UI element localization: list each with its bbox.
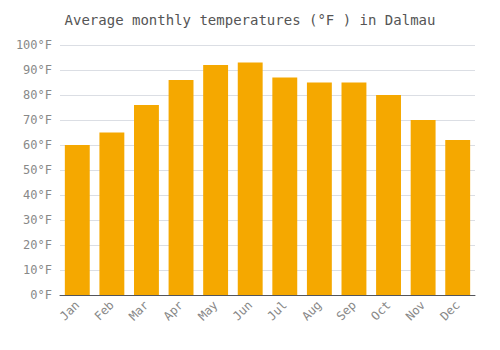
svg-text:100°F: 100°F [16,38,52,52]
svg-text:Jun: Jun [230,298,255,323]
svg-text:Mar: Mar [126,298,151,323]
svg-text:Aug: Aug [299,298,324,323]
svg-text:Dec: Dec [437,298,462,323]
svg-text:90°F: 90°F [23,63,52,77]
svg-text:Jul: Jul [265,298,290,323]
svg-text:20°F: 20°F [23,238,52,252]
svg-text:Apr: Apr [161,298,186,323]
svg-text:May: May [195,298,220,323]
svg-text:10°F: 10°F [23,263,52,277]
svg-text:30°F: 30°F [23,213,52,227]
svg-text:Oct: Oct [368,298,393,323]
svg-text:0°F: 0°F [30,288,52,302]
svg-text:Nov: Nov [403,298,428,323]
svg-text:40°F: 40°F [23,188,52,202]
svg-text:Sep: Sep [334,298,359,323]
svg-text:50°F: 50°F [23,163,52,177]
svg-text:Feb: Feb [92,298,117,323]
svg-text:Average monthly temperatures (: Average monthly temperatures (°F ) in Da… [65,12,436,28]
svg-text:Jan: Jan [57,298,82,323]
svg-text:80°F: 80°F [23,88,52,102]
svg-text:60°F: 60°F [23,138,52,152]
svg-text:70°F: 70°F [23,113,52,127]
